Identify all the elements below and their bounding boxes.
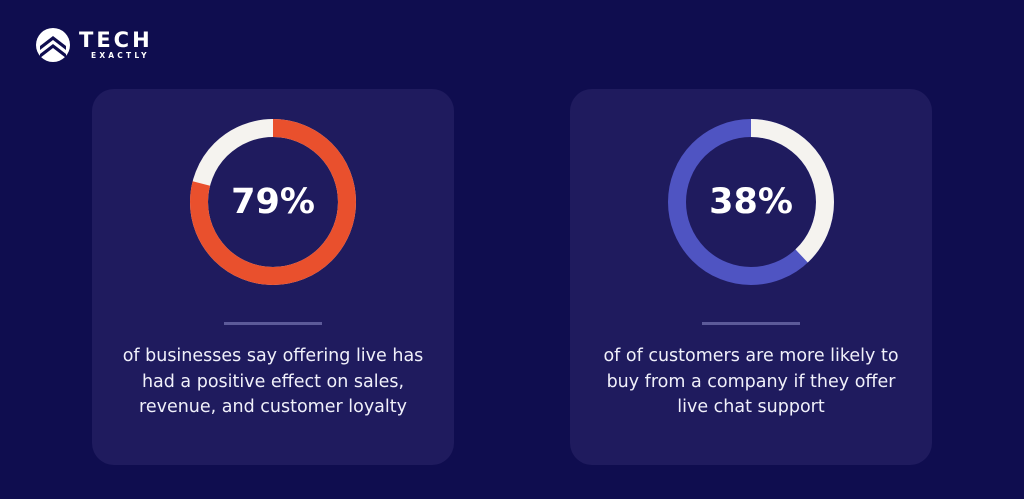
stat-value: 79%	[231, 182, 315, 222]
donut-chart-79	[190, 119, 356, 285]
brand-name: TECH	[79, 28, 153, 52]
stat-caption: of businesses say offering live has had …	[122, 346, 424, 417]
stat-caption: of of customers are more likely to buy f…	[603, 346, 899, 417]
stat-card-customers: 38% of of customers are more likely to b…	[570, 89, 932, 465]
stat-value: 38%	[709, 182, 793, 222]
brand-logo: TECH EXACTLY	[35, 27, 153, 63]
stat-card-businesses: 79% of businesses say offering live has …	[92, 89, 454, 465]
donut-chart-38	[668, 119, 834, 285]
divider	[702, 322, 800, 325]
brand-tagline: EXACTLY	[91, 51, 150, 60]
divider	[224, 322, 322, 325]
chevron-up-logo-icon	[36, 28, 70, 62]
